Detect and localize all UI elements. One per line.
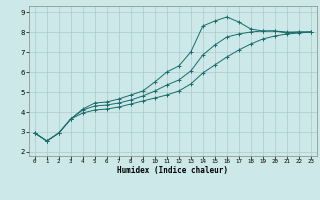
X-axis label: Humidex (Indice chaleur): Humidex (Indice chaleur) [117,166,228,175]
